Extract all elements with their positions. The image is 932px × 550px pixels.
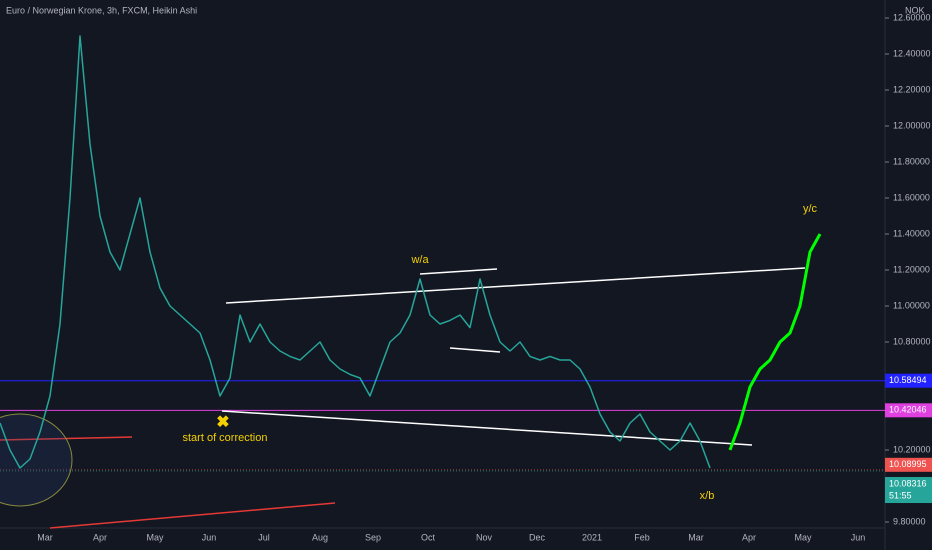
y-tick-label: 9.80000 — [893, 516, 926, 526]
price-label: 10.42046 — [889, 405, 927, 415]
trend-line — [449, 347, 501, 353]
y-tick-label: 12.00000 — [893, 120, 931, 130]
x-tick-label: Dec — [529, 532, 546, 542]
x-tick-label: Oct — [421, 532, 436, 542]
x-tick-label: May — [794, 532, 812, 542]
y-tick-label: 12.60000 — [893, 12, 931, 22]
annotation: x/b — [700, 490, 715, 502]
annotation: start of correction — [183, 432, 268, 444]
trend-line — [419, 268, 498, 275]
cross-marker: ✖ — [216, 414, 229, 431]
trend-line — [49, 502, 336, 529]
countdown: 51:55 — [889, 490, 912, 500]
annotation: w/a — [410, 254, 429, 266]
price-line — [0, 35, 711, 469]
x-tick-label: Mar — [37, 532, 53, 542]
y-tick-label: 11.40000 — [893, 228, 930, 238]
x-tick-label: Apr — [742, 532, 756, 542]
y-tick-label: 12.40000 — [893, 48, 931, 58]
x-tick-label: Jun — [202, 532, 217, 542]
y-tick-label: 10.20000 — [893, 444, 931, 454]
x-tick-label: 2021 — [582, 532, 602, 542]
price-box — [885, 403, 932, 418]
x-tick-label: Apr — [93, 532, 107, 542]
x-tick-label: Nov — [476, 532, 493, 542]
trend-line — [225, 267, 806, 304]
price-box — [885, 457, 932, 472]
projection-line — [728, 233, 822, 451]
x-tick-label: Aug — [312, 532, 328, 542]
currency: NOK — [905, 5, 925, 15]
y-tick-label: 11.20000 — [893, 264, 930, 274]
x-tick-label: Jul — [258, 532, 270, 542]
price-label: 10.08995 — [889, 459, 927, 469]
y-tick-label: 11.80000 — [893, 156, 930, 166]
annotation: y/c — [803, 203, 818, 215]
price-box — [885, 373, 932, 388]
chart-title: Euro / Norwegian Krone, 3h, FXCM, Heikin… — [6, 5, 197, 15]
price-box — [885, 477, 932, 504]
x-tick-label: May — [146, 532, 164, 542]
x-tick-label: Sep — [365, 532, 381, 542]
y-tick-label: 11.00000 — [893, 300, 930, 310]
x-tick-label: Mar — [688, 532, 704, 542]
price-label: 10.58494 — [889, 375, 927, 385]
x-tick-label: Feb — [634, 532, 650, 542]
highlight-ellipse — [0, 413, 73, 507]
y-tick-label: 10.80000 — [893, 336, 931, 346]
trend-line — [221, 410, 753, 446]
x-tick-label: Jun — [851, 532, 866, 542]
y-tick-label: 12.20000 — [893, 84, 931, 94]
price-label: 10.08316 — [889, 478, 927, 488]
y-tick-label: 11.60000 — [893, 192, 930, 202]
